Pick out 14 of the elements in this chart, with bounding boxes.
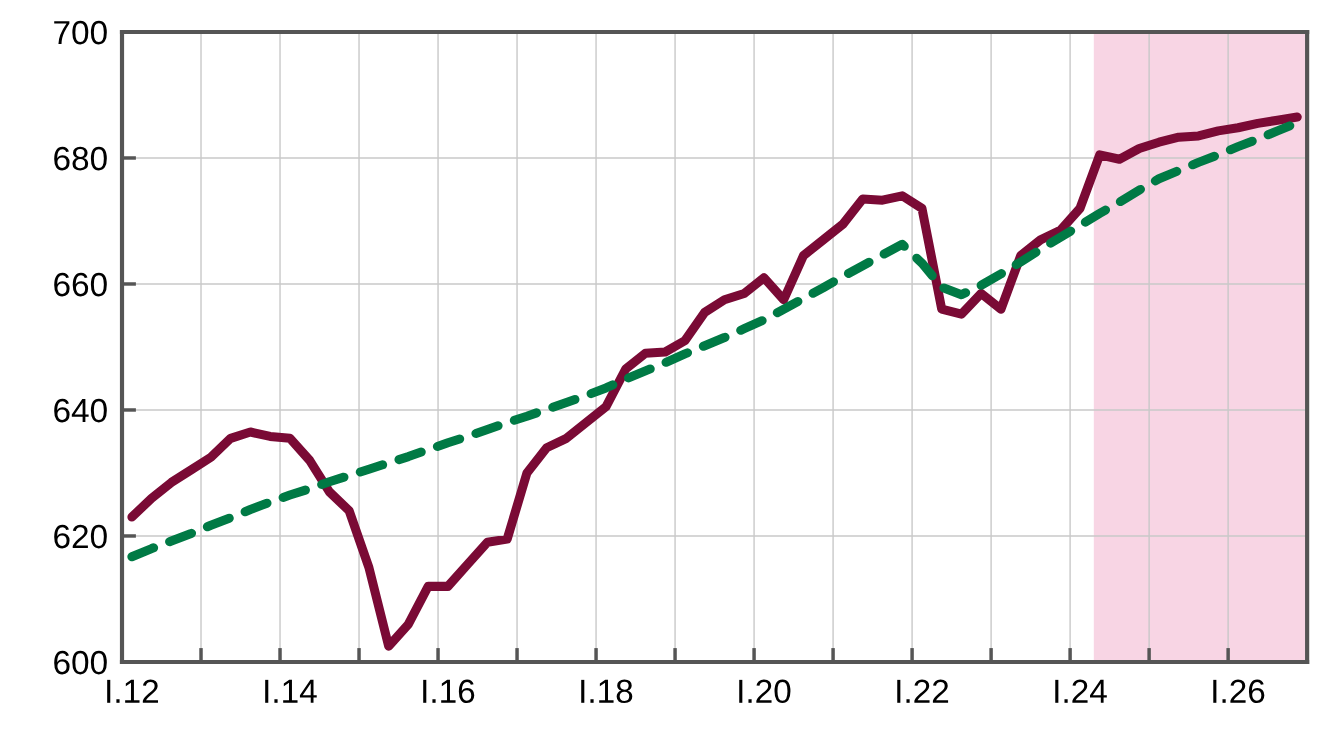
x-tick-label: I.14 [265, 679, 317, 703]
x-tick-label: I.12 [107, 679, 159, 703]
y-tick-label: 600 [54, 650, 107, 675]
x-tick-label: I.22 [897, 679, 949, 703]
x-tick-label: I.26 [1213, 679, 1265, 704]
y-tick-label: 640 [54, 398, 107, 423]
x-tick-label: I.18 [581, 679, 633, 704]
x-tick-label: I.16 [423, 679, 475, 704]
y-tick-label: 620 [54, 524, 107, 549]
x-tick-label: I.24 [1055, 679, 1107, 703]
x-tick-label: I.20 [739, 679, 791, 704]
y-tick-label: 700 [54, 20, 107, 45]
y-tick-label: 660 [54, 272, 107, 297]
y-tick-label: 680 [54, 146, 107, 171]
